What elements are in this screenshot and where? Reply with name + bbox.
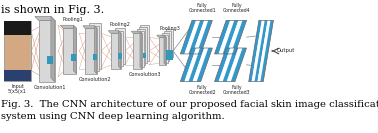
Bar [47, 56, 53, 64]
Polygon shape [189, 20, 204, 54]
Text: Fully
Connected3: Fully Connected3 [223, 85, 250, 95]
Bar [4, 70, 31, 81]
Polygon shape [51, 16, 54, 82]
Bar [113, 31, 123, 66]
Bar [71, 54, 76, 61]
Polygon shape [231, 48, 246, 82]
Bar [4, 21, 31, 81]
Polygon shape [227, 20, 242, 54]
Bar [5, 35, 30, 70]
Polygon shape [223, 48, 239, 82]
Polygon shape [227, 48, 242, 82]
Polygon shape [184, 20, 200, 54]
Polygon shape [260, 20, 273, 82]
Text: Pooling3: Pooling3 [159, 26, 180, 31]
Polygon shape [180, 20, 196, 54]
Bar [158, 37, 166, 65]
Bar [143, 53, 146, 58]
Text: Fully
Connected4: Fully Connected4 [223, 3, 250, 13]
Polygon shape [157, 35, 166, 37]
Bar [90, 23, 101, 69]
Bar [140, 25, 149, 61]
Bar [115, 28, 125, 64]
Text: Fully
Connected2: Fully Connected2 [188, 85, 216, 95]
Polygon shape [164, 35, 166, 65]
Polygon shape [252, 20, 265, 82]
Polygon shape [140, 31, 142, 69]
Text: Input
5(x5(x1: Input 5(x5(x1 [8, 84, 27, 94]
Polygon shape [119, 31, 121, 69]
Polygon shape [108, 31, 121, 33]
Bar [135, 31, 144, 67]
Bar [164, 31, 171, 59]
Bar [118, 53, 122, 59]
Polygon shape [197, 20, 212, 54]
Polygon shape [192, 20, 208, 54]
Polygon shape [180, 48, 196, 82]
Polygon shape [197, 48, 212, 82]
Polygon shape [83, 26, 97, 28]
Text: Convolution2: Convolution2 [79, 77, 112, 82]
Polygon shape [192, 48, 208, 82]
Polygon shape [184, 48, 200, 82]
Bar [110, 33, 121, 69]
Bar [63, 28, 76, 74]
Text: Fig. 3.  The CNN architecture of our proposed facial skin image classification
s: Fig. 3. The CNN architecture of our prop… [2, 100, 378, 121]
Text: Pooling2: Pooling2 [110, 22, 130, 27]
Polygon shape [215, 20, 230, 54]
Polygon shape [215, 48, 230, 82]
Bar [85, 28, 97, 74]
Polygon shape [35, 16, 54, 20]
Bar [133, 33, 142, 69]
Bar [137, 29, 146, 65]
Text: Pooling1: Pooling1 [62, 17, 83, 22]
Polygon shape [257, 20, 271, 82]
Bar [166, 29, 173, 57]
Bar [93, 54, 98, 60]
Bar [162, 33, 169, 61]
Polygon shape [60, 25, 76, 28]
Bar [166, 50, 173, 60]
Polygon shape [223, 20, 239, 54]
Bar [4, 21, 31, 35]
Polygon shape [249, 20, 262, 82]
Polygon shape [131, 31, 142, 33]
Bar [160, 35, 167, 63]
Polygon shape [254, 20, 268, 82]
Polygon shape [189, 48, 204, 82]
Text: Convolution3: Convolution3 [129, 72, 161, 77]
Polygon shape [231, 20, 246, 54]
Text: Fully
Connected1: Fully Connected1 [188, 3, 216, 13]
Bar [139, 27, 147, 63]
Text: Output: Output [276, 48, 295, 53]
Bar [39, 20, 54, 82]
Polygon shape [218, 20, 234, 54]
Polygon shape [94, 26, 97, 74]
Polygon shape [73, 25, 76, 74]
Text: is shown in Fig. 3.: is shown in Fig. 3. [2, 5, 105, 14]
Polygon shape [218, 48, 234, 82]
Text: Convolution1: Convolution1 [34, 85, 67, 90]
Bar [87, 26, 99, 71]
